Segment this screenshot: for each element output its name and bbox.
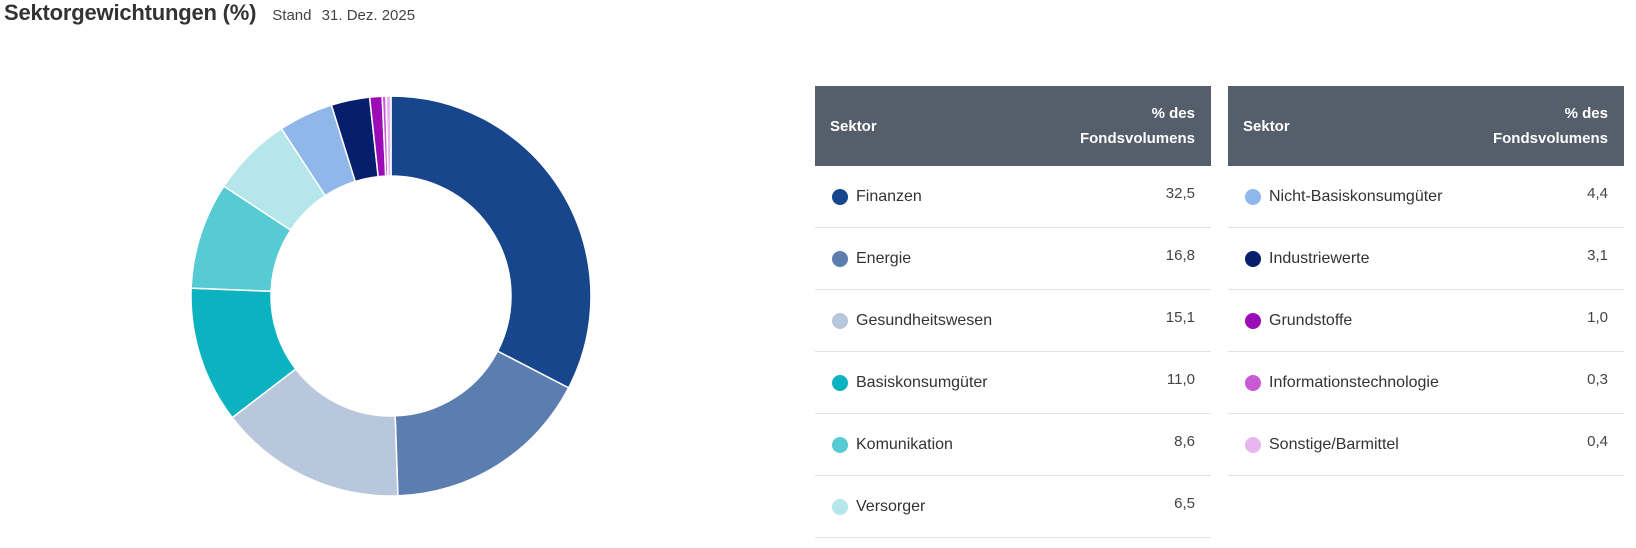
sector-value: 32,5 bbox=[1165, 185, 1195, 202]
column-header-percent: % des Fondsvolumens bbox=[1079, 105, 1195, 147]
sector-label: Finanzen bbox=[856, 187, 922, 205]
legend-dot-icon bbox=[832, 250, 848, 267]
sector-value: 3,1 bbox=[1587, 247, 1608, 264]
row-label-group: Basiskonsumgüter bbox=[832, 374, 988, 392]
sector-label: Gesundheitswesen bbox=[856, 311, 993, 329]
legend-dot-icon bbox=[1245, 312, 1261, 329]
legend-dot-icon bbox=[1245, 250, 1261, 267]
legend-dot-icon bbox=[832, 188, 848, 205]
table-body: Nicht-Basiskonsumgüter 4,4 Industriewerte 3… bbox=[1228, 166, 1624, 476]
pie-slice-finanzen bbox=[390, 95, 592, 389]
date-value: 31. Dez. 2025 bbox=[321, 7, 416, 24]
table-row: Finanzen 32,5 bbox=[815, 166, 1211, 228]
row-label-group: Industriewerte bbox=[1245, 250, 1370, 268]
sector-label: Industriewerte bbox=[1269, 249, 1370, 267]
sector-value: 1,0 bbox=[1587, 309, 1608, 326]
sector-label: Versorger bbox=[856, 497, 926, 515]
donut-chart bbox=[190, 95, 592, 497]
legend-dot-icon bbox=[1245, 436, 1261, 453]
row-label-group: Versorger bbox=[832, 498, 925, 516]
table-row: Nicht-Basiskonsumgüter 4,4 bbox=[1228, 166, 1624, 228]
row-label-group: Nicht-Basiskonsumgüter bbox=[1245, 188, 1442, 206]
column-header-sector: Sektor bbox=[830, 117, 877, 135]
table-row: Gesundheitswesen 15,1 bbox=[815, 290, 1211, 352]
donut-chart-svg bbox=[190, 95, 592, 497]
sector-value: 4,4 bbox=[1587, 185, 1608, 202]
legend-dot-icon bbox=[832, 374, 848, 391]
sector-table-1: Sektor % des Fondsvolumens Finanzen 32,5 E… bbox=[815, 86, 1211, 538]
table-row: Grundstoffe 1,0 bbox=[1228, 290, 1624, 352]
row-label-group: Komunikation bbox=[832, 436, 953, 454]
sector-label: Nicht-Basiskonsumgüter bbox=[1269, 187, 1443, 205]
pie-slice-sonstige-barmittel bbox=[385, 95, 392, 177]
sector-label: Komunikation bbox=[856, 435, 953, 453]
row-label-group: Sonstige/Barmittel bbox=[1245, 436, 1399, 454]
sector-value: 16,8 bbox=[1165, 247, 1195, 264]
column-header-percent: % des Fondsvolumens bbox=[1492, 105, 1608, 147]
table-row: Sonstige/Barmittel 0,4 bbox=[1228, 414, 1624, 476]
legend-dot-icon bbox=[1245, 188, 1261, 205]
sector-value: 0,4 bbox=[1587, 433, 1608, 450]
table-header: Sektor % des Fondsvolumens bbox=[815, 86, 1211, 166]
sector-label: Basiskonsumgüter bbox=[856, 373, 988, 391]
table-row: Informationstechnologie 0,3 bbox=[1228, 352, 1624, 414]
table-row: Basiskonsumgüter 11,0 bbox=[815, 352, 1211, 414]
as-of-date: Stand 31. Dez. 2025 bbox=[272, 7, 415, 24]
sector-table-2: Sektor % des Fondsvolumens Nicht-Basisko… bbox=[1228, 86, 1624, 476]
date-prefix: Stand bbox=[272, 7, 312, 24]
table-row: Energie 16,8 bbox=[815, 228, 1211, 290]
table-row: Komunikation 8,6 bbox=[815, 414, 1211, 476]
row-label-group: Energie bbox=[832, 250, 911, 268]
row-label-group: Grundstoffe bbox=[1245, 312, 1352, 330]
legend-dot-icon bbox=[832, 312, 848, 329]
table-body: Finanzen 32,5 Energie 16,8 Gesundheitswesen 1… bbox=[815, 166, 1211, 538]
sector-label: Sonstige/Barmittel bbox=[1269, 435, 1399, 453]
row-label-group: Informationstechnologie bbox=[1245, 374, 1439, 392]
sector-value: 0,3 bbox=[1587, 371, 1608, 388]
sector-label: Informationstechnologie bbox=[1269, 373, 1439, 391]
legend-dot-icon bbox=[1245, 374, 1261, 391]
sector-label: Energie bbox=[856, 249, 912, 267]
sector-value: 8,6 bbox=[1174, 433, 1195, 450]
row-label-group: Finanzen bbox=[832, 188, 922, 206]
chart-header: Sektorgewichtungen (%) Stand 31. Dez. 20… bbox=[4, 0, 415, 28]
row-label-group: Gesundheitswesen bbox=[832, 312, 992, 330]
legend-dot-icon bbox=[832, 436, 848, 453]
sector-value: 15,1 bbox=[1165, 309, 1195, 326]
table-row: Industriewerte 3,1 bbox=[1228, 228, 1624, 290]
page-title: Sektorgewichtungen (%) bbox=[4, 0, 257, 25]
sector-value: 6,5 bbox=[1174, 495, 1195, 512]
sector-label: Grundstoffe bbox=[1269, 311, 1353, 329]
table-row: Versorger 6,5 bbox=[815, 476, 1211, 538]
column-header-sector: Sektor bbox=[1243, 117, 1290, 135]
sector-value: 11,0 bbox=[1166, 371, 1195, 388]
legend-dot-icon bbox=[832, 498, 848, 515]
table-header: Sektor % des Fondsvolumens bbox=[1228, 86, 1624, 166]
